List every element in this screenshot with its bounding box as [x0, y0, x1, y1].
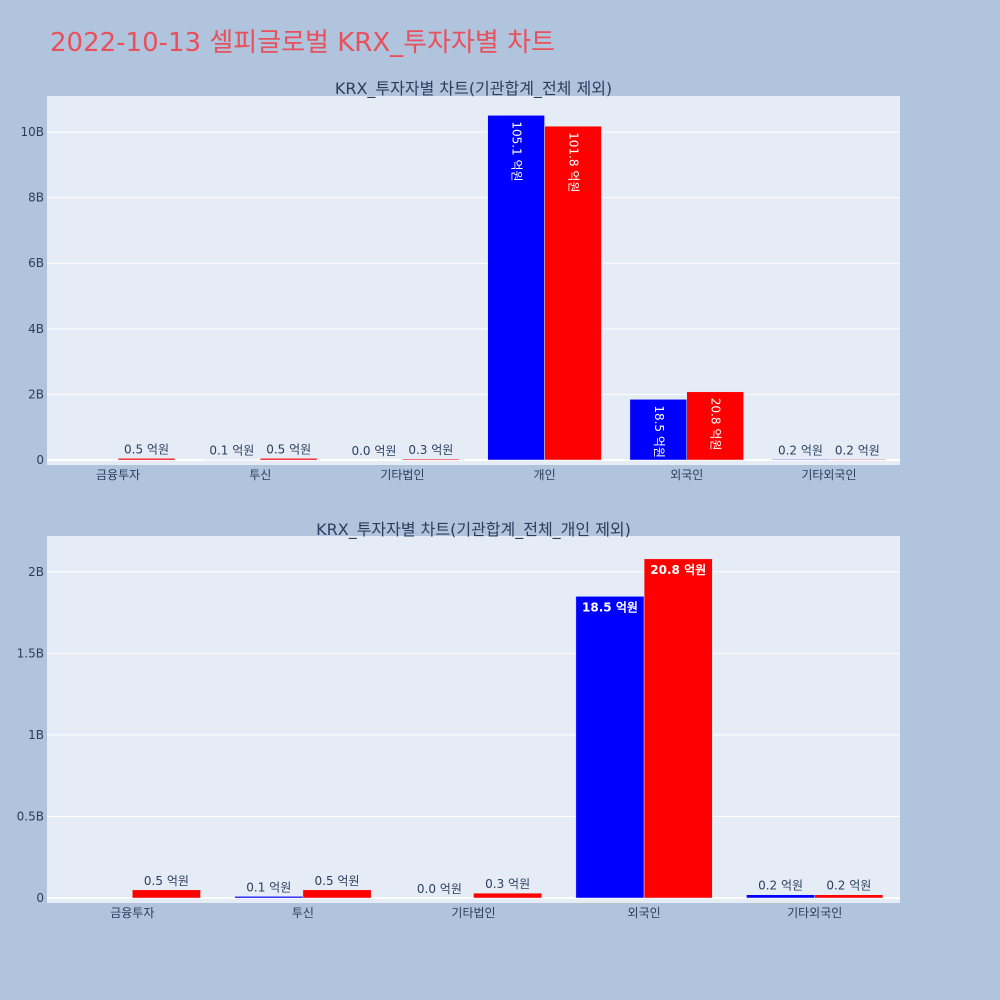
- y-tick-label: 0: [36, 453, 44, 467]
- bar: [686, 391, 744, 461]
- chart-2: KRX_투자자별 차트(기관합계_전체_개인 제외) 0 0.5B 1B 1.5B 2B 금…: [17, 520, 900, 920]
- data-label: 105.1 억원: [510, 121, 524, 181]
- x-tick-label: 투신: [249, 468, 271, 482]
- x-tick-label: 기타법인: [451, 906, 495, 920]
- bar: [117, 458, 176, 461]
- bar: [132, 889, 201, 899]
- bar: [260, 458, 318, 461]
- bar: [402, 458, 460, 461]
- data-label: 0.5 억원: [266, 442, 311, 456]
- y-tick-label: 6B: [28, 256, 44, 270]
- data-label: 0.1 억원: [246, 880, 291, 894]
- data-label: 20.8 억원: [650, 563, 706, 577]
- bar: [302, 889, 372, 899]
- y-tick-label: 2B: [28, 387, 44, 401]
- data-label: 0.2 억원: [758, 879, 803, 893]
- chart-title: KRX_투자자별 차트(기관합계_전체_개인 제외): [316, 520, 631, 540]
- page-title: 2022-10-13 셀피글로벌 KRX_투자자별 차트: [50, 28, 555, 58]
- bar: [629, 399, 688, 461]
- data-label: 0.5 억원: [315, 874, 360, 888]
- chart-1: KRX_투자자별 차트(기관합계_전체 제외) 0 2B 4B 6B 8B 10B 금융투자 0…: [20, 79, 900, 482]
- y-tick-label: 8B: [28, 191, 44, 205]
- bar: [544, 125, 602, 461]
- chart-title: KRX_투자자별 차트(기관합계_전체 제외): [335, 79, 612, 99]
- data-label: 0.1 억원: [209, 444, 254, 458]
- y-tick-label: 2B: [28, 565, 44, 579]
- plot-area: [47, 536, 900, 903]
- plot-area: [47, 96, 900, 465]
- bar: [575, 596, 645, 899]
- data-label: 0.3 억원: [485, 877, 530, 891]
- data-label: 0.0 억원: [351, 444, 396, 458]
- data-label: 0.3 억원: [408, 443, 453, 457]
- y-tick-label: 0.5B: [17, 809, 44, 823]
- x-tick-label: 기타외국인: [787, 906, 842, 920]
- data-label: 18.5 억원: [582, 600, 638, 614]
- x-tick-label: 금융투자: [96, 468, 140, 482]
- x-tick-label: 투신: [292, 906, 314, 920]
- x-tick-label: 개인: [534, 468, 556, 482]
- bar: [771, 459, 830, 461]
- y-tick-label: 4B: [28, 322, 44, 336]
- y-tick-label: 10B: [20, 125, 44, 139]
- x-tick-label: 기타법인: [380, 468, 424, 482]
- bar: [234, 896, 304, 899]
- y-tick-label: 1.5B: [17, 646, 44, 660]
- data-label: 0.5 억원: [124, 442, 169, 456]
- data-label: 20.8 억원: [709, 398, 723, 451]
- bar: [828, 459, 887, 461]
- data-label: 0.5 억원: [144, 874, 189, 888]
- data-label: 0.2 억원: [826, 879, 871, 893]
- x-tick-label: 외국인: [670, 468, 703, 482]
- y-tick-label: 1B: [28, 728, 44, 742]
- bar: [643, 558, 713, 899]
- bar: [746, 894, 815, 899]
- data-label: 0.2 억원: [778, 443, 823, 457]
- bar: [473, 892, 542, 899]
- y-tick-label: 0: [36, 891, 44, 905]
- data-label: 101.8 억원: [567, 132, 581, 192]
- x-tick-label: 기타외국인: [801, 468, 856, 482]
- x-tick-label: 금융투자: [110, 906, 154, 920]
- bar: [814, 894, 884, 899]
- data-label: 18.5 억원: [652, 405, 666, 458]
- data-label: 0.2 억원: [835, 443, 880, 457]
- x-tick-label: 외국인: [628, 906, 661, 920]
- data-label: 0.0 억원: [417, 882, 462, 896]
